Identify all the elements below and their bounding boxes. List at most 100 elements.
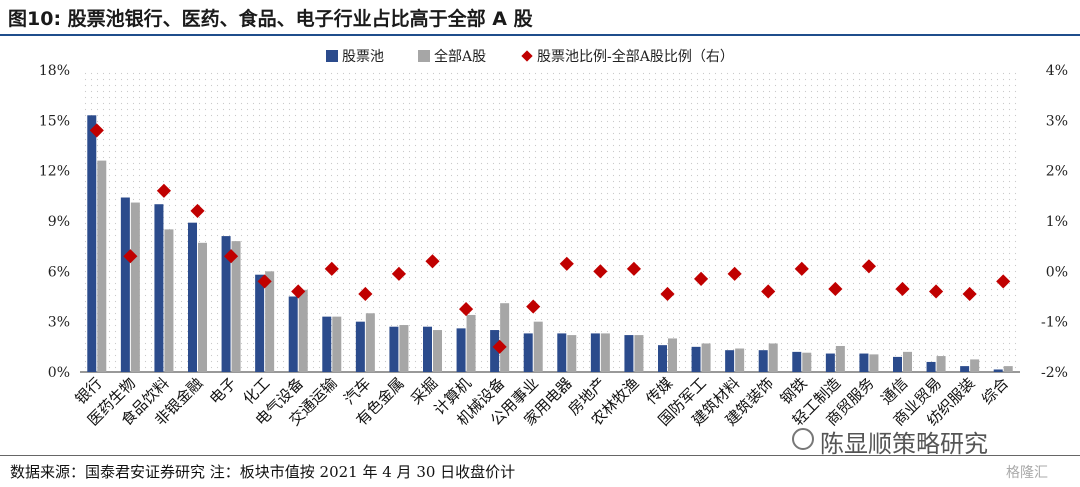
diff-marker [459,302,474,317]
y-tick-right: 1% [1046,214,1068,230]
bar-pool [893,356,902,372]
bar-all [936,356,946,372]
y-tick-left: 12% [39,164,70,180]
bar-pool [725,350,735,372]
y-tick-left: 15% [39,113,70,129]
bar-all [735,348,745,372]
y-tick-left: 9% [48,214,70,230]
bar-all [265,271,275,372]
y-tick-right: 3% [1046,113,1068,129]
title-divider [0,34,1080,36]
legend-label-diff: 股票池比例-全部A股比例（右） [537,48,734,65]
bar-all [198,242,207,372]
y-tick-right: -2% [1041,365,1068,381]
x-category-label: 电子 [206,374,240,408]
bar-pool [590,333,600,372]
bar-pool [691,346,701,372]
bar-all [500,303,510,372]
diff-marker [492,339,507,354]
bar-pool [322,316,332,372]
corner-logo: 格隆汇 [1006,465,1048,481]
diff-marker [358,286,373,302]
bar-pool [490,330,500,372]
bar-pool [423,326,432,372]
bar-all [231,241,241,372]
bar-all [768,343,778,372]
diff-marker [593,264,608,279]
bar-all [903,351,912,372]
diff-marker [391,266,406,281]
bar-pool [288,296,298,372]
bar-all [399,325,409,372]
y-tick-left: 3% [48,315,70,331]
bar-pool [557,333,567,372]
diff-marker [156,183,171,198]
diff-marker [794,261,809,276]
bar-pool [993,369,1003,372]
y-tick-left: 18% [39,63,70,79]
bar-pool [456,328,466,372]
diff-marker [727,266,742,281]
bar-pool [221,236,231,372]
bar-all [869,354,879,372]
diff-marker [694,271,709,286]
diff-marker [291,284,306,299]
bar-pool [960,366,970,372]
diff-marker [123,249,138,264]
diff-marker [190,203,205,219]
chart-title: 图10: 股票池银行、医药、食品、电子行业占比高于全部 A 股 [8,8,533,30]
bar-all [466,314,476,372]
bar-all [533,321,543,372]
plot-background [80,70,1020,372]
bar-all [298,289,308,372]
bar-pool [154,204,164,372]
bar-pool [758,350,768,372]
diff-marker [660,286,675,302]
source-note: 数据来源：国泰君安证券研究 注：板块市值按 2021 年 4 月 30 日收盘价… [10,463,516,481]
bar-all [365,313,375,372]
diff-marker [861,259,876,274]
diff-marker [224,249,239,264]
legend-label-pool: 股票池 [342,49,384,65]
y-tick-right: 4% [1046,63,1068,79]
diff-marker [526,299,541,314]
footer-divider [0,455,1080,456]
diff-marker [962,286,977,302]
bar-pool [87,115,97,373]
diff-marker [425,254,440,269]
diff-marker [895,281,910,297]
bar-all [600,333,610,372]
diff-marker [257,274,272,289]
bar-all [130,202,140,372]
bar-all [97,160,107,372]
y-tick-left: 6% [48,264,70,280]
bar-pool [355,321,365,372]
bar-all [1003,366,1013,372]
bar-pool [188,222,197,372]
bar-all [835,345,845,372]
bar-all [164,229,174,372]
y-tick-right: 0% [1046,264,1068,280]
diff-marker [324,261,339,276]
bar-pool [523,333,533,372]
bar-pool [120,197,130,372]
legend-swatch-pool [326,50,338,62]
bar-all [332,316,342,372]
y-tick-right: -1% [1041,315,1068,331]
bar-pool [792,351,802,372]
diff-marker [626,261,641,276]
bar-pool [859,353,869,372]
y-tick-left: 0% [48,365,70,381]
legend-swatch-all [418,50,430,62]
bar-all [701,343,711,372]
chart: 0%3%6%9%12%15%18%-2%-1%0%1%2%3%4% 银行医药生物… [39,48,1068,429]
watermark: 陈显顺策略研究 [820,430,988,458]
bar-all [433,330,442,372]
diff-marker [559,256,574,271]
diff-marker [761,284,776,299]
bar-pool [389,326,399,372]
bar-all [634,335,644,372]
diff-marker [996,274,1011,289]
legend-label-all: 全部A股 [434,48,486,65]
bar-pool [926,361,936,372]
